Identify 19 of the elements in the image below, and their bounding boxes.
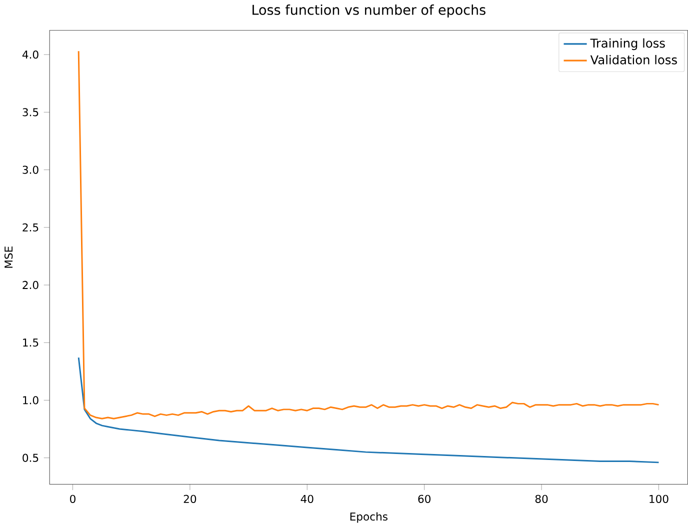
y-tick-label: 0.5 — [22, 454, 38, 462]
y-tick-label: 2.5 — [22, 223, 38, 232]
x-tick-label: 20 — [184, 494, 196, 503]
x-tick-label: 80 — [535, 494, 548, 503]
y-axis-title: MSE — [4, 246, 13, 268]
y-tick-label: 3.5 — [22, 108, 38, 116]
x-tick-label: 100 — [650, 494, 668, 503]
y-tick-label: 1.5 — [23, 338, 38, 347]
y-tick-label: 2.0 — [22, 280, 38, 289]
y-tick-label: 1.0 — [23, 396, 38, 404]
x-tick-label: 0 — [70, 494, 76, 503]
chart-title: Loss function vs number of epochs — [252, 4, 486, 18]
x-tick-label: 40 — [300, 494, 314, 503]
legend-label: Training loss — [590, 38, 665, 50]
legend-label: Validation loss — [590, 54, 677, 64]
y-tick-label: 3.0 — [22, 166, 38, 174]
x-tick-label: 60 — [418, 494, 430, 503]
y-tick-label: 4.0 — [22, 50, 38, 59]
x-axis-title: Epochs — [350, 512, 388, 523]
